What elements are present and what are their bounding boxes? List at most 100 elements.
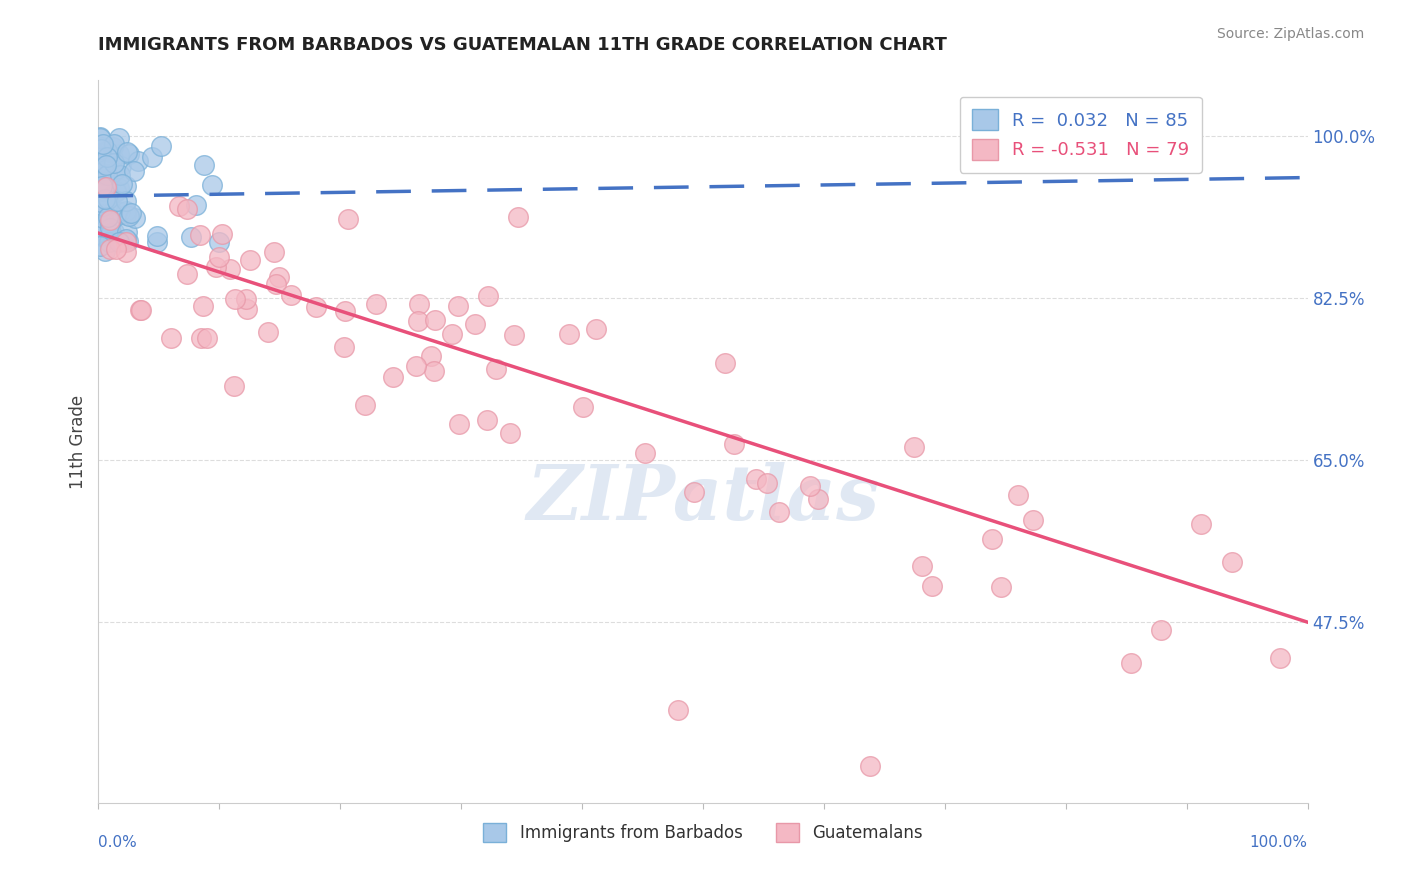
Point — [114, 208, 136, 222]
Point — [190, 331, 212, 345]
Point — [167, 199, 190, 213]
Point — [97, 148, 120, 162]
Point — [120, 205, 142, 219]
Point — [146, 228, 169, 243]
Point — [90, 195, 112, 210]
Point — [91, 179, 114, 194]
Point — [90, 185, 112, 199]
Point — [89, 179, 111, 194]
Point — [93, 168, 115, 182]
Point — [477, 289, 499, 303]
Point — [110, 205, 132, 219]
Point — [859, 758, 882, 772]
Point — [105, 232, 128, 246]
Point — [141, 149, 163, 163]
Point — [117, 234, 139, 248]
Point — [94, 192, 117, 206]
Point — [682, 485, 704, 500]
Point — [108, 130, 131, 145]
Point — [96, 198, 118, 212]
Text: 100.0%: 100.0% — [1250, 835, 1308, 850]
Point — [176, 202, 198, 216]
Point — [93, 160, 115, 174]
Point — [205, 260, 228, 275]
Point — [305, 301, 328, 315]
Legend: Immigrants from Barbados, Guatemalans: Immigrants from Barbados, Guatemalans — [477, 816, 929, 848]
Point — [89, 145, 111, 160]
Point — [96, 168, 118, 182]
Point — [406, 314, 429, 328]
Point — [89, 180, 111, 194]
Point — [191, 299, 214, 313]
Point — [103, 151, 125, 165]
Point — [104, 184, 127, 198]
Point — [807, 491, 830, 506]
Point — [745, 472, 768, 486]
Point — [405, 359, 427, 374]
Point — [129, 302, 152, 317]
Point — [91, 157, 114, 171]
Point — [195, 331, 218, 345]
Point — [90, 175, 112, 189]
Point — [160, 331, 183, 345]
Point — [508, 211, 530, 225]
Point — [93, 181, 115, 195]
Point — [990, 580, 1012, 594]
Point — [235, 292, 257, 306]
Point — [263, 244, 285, 259]
Point — [91, 211, 114, 225]
Point — [89, 207, 111, 221]
Point — [104, 186, 127, 200]
Point — [464, 317, 486, 331]
Point — [419, 349, 441, 363]
Point — [423, 364, 446, 378]
Point — [335, 304, 357, 318]
Point — [118, 147, 141, 161]
Point — [264, 277, 287, 292]
Point — [97, 211, 120, 225]
Point — [103, 225, 125, 239]
Point — [89, 130, 111, 145]
Point — [89, 142, 111, 156]
Y-axis label: 11th Grade: 11th Grade — [69, 394, 87, 489]
Point — [337, 211, 360, 226]
Point — [219, 262, 242, 277]
Point — [1119, 657, 1142, 671]
Point — [127, 154, 149, 169]
Point — [108, 146, 131, 161]
Point — [94, 162, 117, 177]
Text: Source: ZipAtlas.com: Source: ZipAtlas.com — [1216, 27, 1364, 41]
Point — [93, 244, 115, 259]
Point — [1268, 651, 1291, 665]
Point — [980, 532, 1002, 546]
Point — [96, 227, 118, 241]
Point — [201, 178, 224, 193]
Point — [103, 137, 125, 152]
Point — [425, 313, 447, 327]
Point — [572, 400, 595, 414]
Text: ZIPatlas: ZIPatlas — [526, 462, 880, 536]
Point — [475, 413, 498, 427]
Point — [440, 327, 463, 342]
Point — [224, 292, 246, 306]
Point — [280, 288, 302, 302]
Point — [115, 145, 138, 160]
Point — [105, 242, 128, 256]
Point — [114, 203, 136, 218]
Point — [911, 558, 934, 573]
Point — [103, 164, 125, 178]
Point — [499, 425, 522, 440]
Point — [332, 340, 354, 354]
Point — [100, 205, 122, 219]
Point — [224, 379, 246, 393]
Text: IMMIGRANTS FROM BARBADOS VS GUATEMALAN 11TH GRADE CORRELATION CHART: IMMIGRANTS FROM BARBADOS VS GUATEMALAN 1… — [98, 36, 948, 54]
Point — [103, 156, 125, 170]
Point — [186, 198, 208, 212]
Point — [408, 297, 430, 311]
Point — [1150, 623, 1173, 637]
Point — [122, 164, 145, 178]
Point — [96, 145, 118, 159]
Point — [503, 327, 526, 342]
Point — [115, 178, 138, 193]
Point — [208, 235, 231, 249]
